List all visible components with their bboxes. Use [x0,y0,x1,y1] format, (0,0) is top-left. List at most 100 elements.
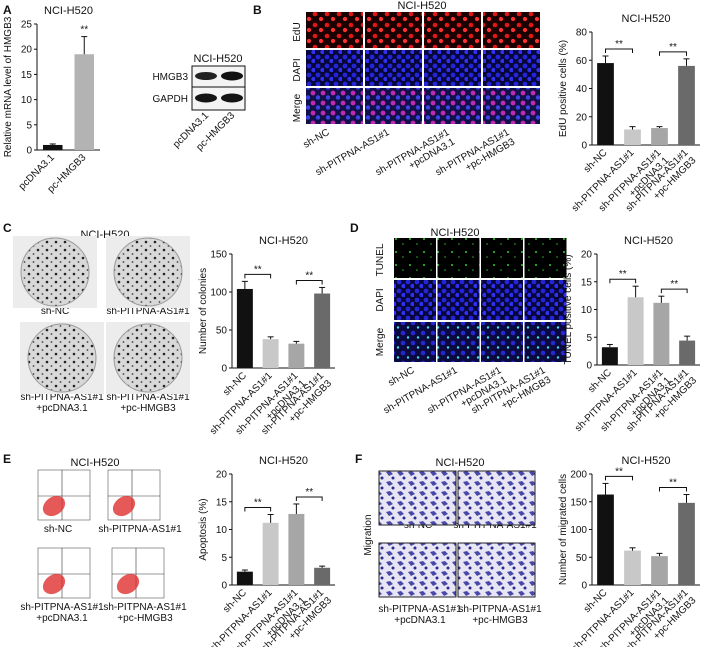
bar [288,513,305,585]
significance-bracket [295,496,323,501]
panel-letter: A [3,3,12,17]
cell-cloud [42,495,66,517]
blot-row-label: GAPDH [152,94,188,105]
y-tick-label: 150 [210,250,227,261]
dish-label: sh-NC [41,306,69,317]
blot-band [195,93,217,103]
bar [74,54,95,150]
y-tick-label: 0 [26,146,32,157]
image-label: sh-PITPNA-AS1#1 +pc-HMGB3 [458,604,542,626]
significance: ** [615,39,623,50]
significance-bracket [659,487,687,492]
significance-bracket [609,278,637,284]
dish [20,237,90,307]
y-tick-label: 100 [210,288,227,299]
panel-title: NCI-H520 [436,457,485,469]
bar [262,522,279,585]
micrograph [437,238,480,278]
micrograph [365,50,422,86]
bar [262,339,279,368]
migration-photo [378,542,457,598]
y-tick-label: 80 [576,28,588,39]
bar [597,494,614,585]
bar [678,502,695,585]
panel-title: NCI-H520 [431,227,480,239]
significance: ** [669,42,677,53]
y-tick-label: 0 [221,581,227,592]
y-tick-label: 100 [570,525,587,536]
micrograph [524,238,567,278]
y-tick-label: 200 [570,470,587,481]
row-label: Merge [375,327,386,356]
bar [627,297,644,365]
y-tick-label: 15 [216,497,228,508]
y-axis-label: Apoptosis (%) [198,498,209,560]
micrograph [424,88,481,124]
row-label: EdU [292,22,303,41]
migration-photo [457,542,536,598]
chart-title: NCI-H520 [259,455,308,467]
micrograph [437,280,480,320]
significance: ** [305,270,313,281]
bar [236,571,253,585]
micrograph [424,50,481,86]
y-tick-label: 0 [586,361,592,372]
plot-label: sh-NC [44,524,72,535]
micrograph [481,238,523,278]
chart-title: NCI-H520 [622,13,671,25]
chart-title: NCI-H520 [624,235,673,247]
bar [653,302,670,365]
blot-band [221,71,243,81]
bar [678,65,695,145]
migration-photo [457,470,536,526]
y-tick-label: 10 [581,305,593,316]
y-axis-label: Number of migrated cells [558,474,569,585]
y-tick-label: 60 [576,56,588,67]
y-tick-label: 20 [21,45,33,56]
y-axis-label: Relative mRNA level of HMGB3 [3,16,14,157]
cell-cloud [112,495,136,517]
micrograph [481,280,523,320]
panel-letter: F [355,452,362,466]
panel-letter: C [3,221,12,235]
image-label: sh-PITPNA-AS1#1 +pcDNA3.1 [378,604,462,626]
column-label: sh-NC [386,365,416,389]
dish-label: sh-PITPNA-AS1#1 +pcDNA3.1 [20,392,104,414]
bar [624,129,641,145]
y-tick-label: 15 [581,277,593,288]
bar [601,347,618,365]
micrograph [483,88,540,124]
panel-letter: E [3,452,11,466]
plot-label: sh-PITPNA-AS1#1 +pc-HMGB3 [103,602,187,624]
y-tick-label: 50 [216,326,228,337]
significance: ** [80,25,88,36]
y-tick-label: 150 [570,497,587,508]
significance-bracket [660,288,688,294]
y-tick-label: 40 [576,84,588,95]
row-label: DAPI [292,58,303,81]
bar [651,128,668,145]
micrograph [437,322,480,362]
column-label: sh-PITPNA-AS1#1 [382,365,460,416]
column-label: sh-NC [301,127,331,151]
bar [42,144,63,150]
micrograph [365,12,422,48]
y-tick-label: 20 [216,470,228,481]
bar [624,550,641,585]
micrograph [394,280,436,320]
blot-band [221,93,243,103]
significance: ** [670,279,678,290]
y-tick-label: 5 [586,333,592,344]
migration-photo [378,470,457,526]
blot-band [195,72,217,80]
row-label: TUNEL [375,243,386,276]
significance: ** [669,478,677,489]
chart-title: NCI-H520 [259,235,308,247]
row-label: Merge [292,93,303,122]
panel-letter: D [350,221,359,235]
chart-title: NCI-H520 [44,5,93,17]
y-tick-label: 20 [581,250,593,261]
micrograph [306,12,363,48]
micrograph [306,50,363,86]
